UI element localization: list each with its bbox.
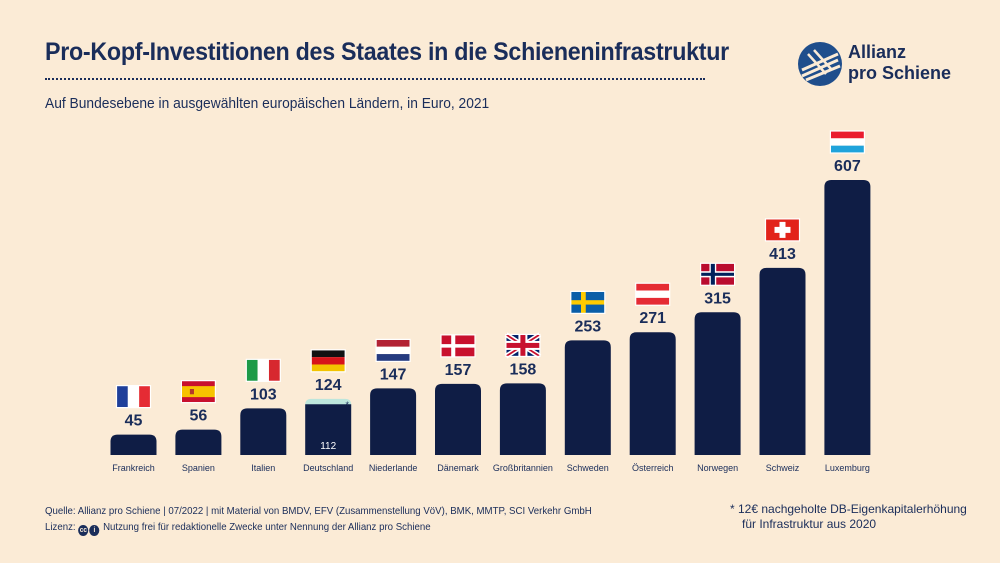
spain-flag-icon [180, 380, 216, 404]
creative-commons-icon: cc [78, 525, 89, 536]
italy-flag-icon [245, 358, 281, 382]
category-label: Frankreich [112, 463, 155, 473]
germany-flag-icon [310, 349, 346, 373]
norway-flag-icon [699, 262, 736, 286]
category-label: Schweiz [766, 463, 800, 473]
chart-title: Pro-Kopf-Investitionen des Staates in di… [45, 38, 729, 66]
allianz-pro-schiene-logo: Allianz pro Schiene [796, 40, 976, 100]
value-label: 271 [639, 310, 666, 327]
bar-0 [110, 434, 157, 455]
bar-inner-label: 112 [320, 441, 336, 452]
category-label: Luxemburg [825, 463, 870, 473]
category-label: Schweden [567, 463, 609, 473]
footnote-line1: * 12€ nachgeholte DB-Eigenkapitalerhöhun… [730, 502, 967, 516]
logo-line2: pro Schiene [848, 63, 952, 83]
value-label: 45 [125, 413, 143, 430]
bar-6 [499, 383, 546, 455]
category-label: Spanien [182, 463, 215, 473]
denmark-flag-icon [440, 334, 476, 358]
bar-10 [759, 267, 806, 455]
bar-2 [240, 408, 287, 455]
category-label: Norwegen [697, 463, 738, 473]
value-label: 253 [574, 318, 601, 335]
bar-8 [629, 332, 676, 455]
value-label: 103 [250, 386, 277, 403]
category-label: Dänemark [437, 463, 479, 473]
footnote: * 12€ nachgeholte DB-Eigenkapitalerhöhun… [730, 502, 967, 532]
logo-line1: Allianz [848, 42, 907, 62]
category-label: Italien [251, 463, 275, 473]
bar-9 [694, 312, 741, 455]
value-label: 607 [834, 158, 861, 175]
category-label: Großbritannien [493, 463, 553, 473]
value-label: 315 [704, 290, 731, 307]
value-label: 56 [190, 408, 208, 425]
category-label: Niederlande [369, 463, 418, 473]
bar-5 [435, 383, 481, 455]
footnote-line2: für Infrastruktur aus 2020 [742, 517, 877, 531]
license-line: Lizenz: cc i Nutzung frei für redaktionel… [45, 519, 592, 536]
bar-7 [564, 340, 611, 455]
bar-1 [175, 429, 222, 455]
license-label: Lizenz: [45, 521, 76, 533]
license-text: Nutzung frei für redaktionelle Zwecke un… [103, 521, 431, 533]
footnote-marker: * [345, 400, 349, 410]
footer-source-block: Quelle: Allianz pro Schiene | 07/2022 | … [45, 503, 592, 536]
luxembourg-flag-icon [829, 130, 866, 154]
value-label: 147 [380, 366, 407, 383]
uk-flag-icon [504, 332, 542, 359]
sweden-flag-icon [570, 290, 606, 314]
value-label: 157 [445, 362, 472, 379]
bar-11 [824, 180, 871, 455]
value-label: 158 [510, 361, 537, 378]
logo-text: Allianz pro Schiene [848, 42, 951, 84]
rail-globe-icon [798, 42, 842, 86]
value-label: 124 [315, 377, 342, 394]
category-label: Deutschland [303, 463, 353, 473]
france-flag-icon [115, 385, 152, 409]
value-label: 413 [769, 246, 796, 263]
title-divider [45, 78, 705, 80]
attribution-icon: i [89, 525, 100, 536]
chart-subtitle: Auf Bundesebene in ausgewählten europäis… [45, 95, 490, 112]
category-label: Österreich [632, 463, 674, 473]
switzerland-flag-icon [764, 218, 801, 242]
bar-4 [370, 388, 417, 455]
bar-deutschland-base [305, 404, 352, 455]
source-text: Quelle: Allianz pro Schiene | 07/2022 | … [45, 505, 592, 517]
austria-flag-icon [635, 282, 671, 306]
netherlands-flag-icon [375, 338, 411, 363]
